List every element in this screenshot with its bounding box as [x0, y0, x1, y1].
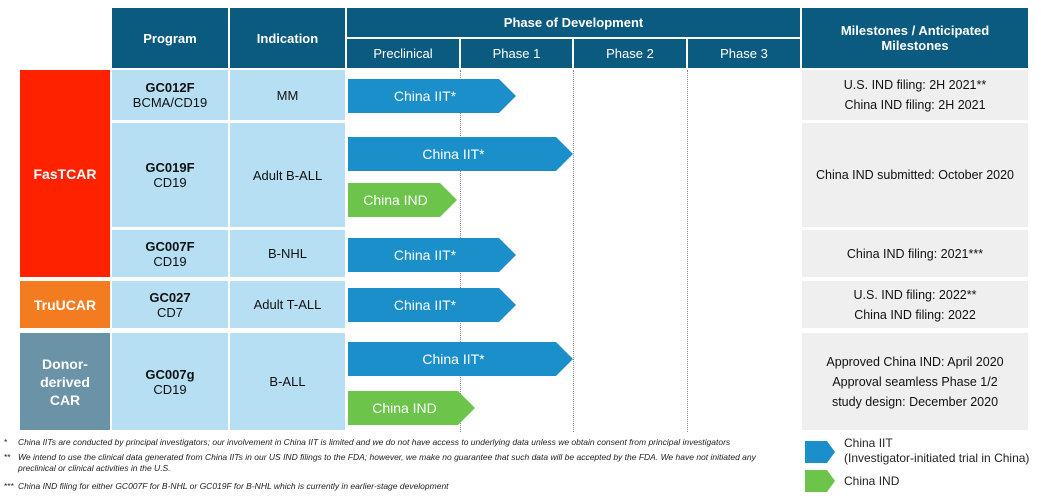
- footnote: *** China IND filing for either GC007F fo…: [4, 481, 449, 491]
- indication-cell: Adult B-ALL: [230, 123, 345, 227]
- milestone-cell: U.S. IND filing: 2022** China IND filing:…: [802, 281, 1028, 328]
- milestone: China IND filing: 2022: [854, 307, 976, 322]
- milestone: Approval seamless Phase 1/2 study design…: [831, 374, 999, 409]
- header-phase: Phase of Development: [347, 8, 800, 37]
- header-indication: Indication: [230, 8, 345, 68]
- program-name: GC007g: [145, 366, 195, 382]
- program-name: GC019F: [145, 160, 195, 175]
- group-donor-derived-car: Donor-derived CAR: [20, 333, 110, 430]
- header-phase2: Phase 2: [574, 39, 686, 68]
- china-iit-arrow: China IIT*: [348, 79, 516, 113]
- legend-iit: China IIT (Investigator-initiated trial i…: [844, 436, 1030, 465]
- header-program: Program: [112, 8, 228, 68]
- program-target: CD7: [156, 304, 183, 320]
- china-ind-arrow: China IND: [348, 391, 475, 425]
- group-trucar: TruUCAR: [20, 281, 110, 328]
- legend-iit-arrow-icon: [805, 441, 835, 463]
- header-milestones: Milestones / Anticipated Milestones: [802, 8, 1028, 68]
- milestone: China IND submitted: October 2020: [815, 168, 1015, 182]
- indication-cell: MM: [230, 70, 345, 120]
- milestone: U.S. IND filing: 2H 2021**: [843, 78, 987, 92]
- program-cell: GC019F CD19: [112, 123, 228, 227]
- milestone: U.S. IND filing: 2022**: [853, 287, 977, 302]
- milestone-cell: Approved China IND: April 2020 Approval s…: [802, 333, 1028, 430]
- china-iit-arrow: China IIT*: [348, 342, 573, 376]
- header-phase1: Phase 1: [461, 39, 572, 68]
- china-iit-arrow: China IIT*: [348, 238, 516, 272]
- china-ind-arrow: China IND: [348, 183, 457, 217]
- header-phase3: Phase 3: [688, 39, 800, 68]
- indication-cell: B-ALL: [230, 333, 345, 430]
- program-name: GC012F: [145, 80, 195, 95]
- china-iit-arrow: China IIT*: [348, 288, 516, 322]
- indication-cell: B-NHL: [230, 230, 345, 277]
- footnote: ** We intend to use the clinical data gen…: [4, 452, 756, 473]
- milestone: China IND filing: 2H 2021: [844, 98, 986, 112]
- program-cell: GC007F CD19: [112, 230, 228, 277]
- program-target: CD19: [153, 175, 187, 190]
- milestone-cell: U.S. IND filing: 2H 2021** China IND fili…: [802, 70, 1028, 120]
- china-iit-arrow: China IIT*: [348, 137, 573, 171]
- milestone-cell: China IND filing: 2021***: [802, 230, 1028, 277]
- group-fastcar: FasTCAR: [20, 70, 110, 277]
- legend-ind: China IND: [844, 474, 900, 488]
- indication-cell: Adult T-ALL: [230, 281, 345, 328]
- program-target: CD19: [153, 381, 187, 397]
- program-target: BCMA/CD19: [132, 95, 208, 110]
- program-cell: GC012F BCMA/CD19: [112, 70, 228, 120]
- milestone: China IND filing: 2021***: [846, 246, 984, 261]
- program-name: GC027: [149, 289, 191, 305]
- header-preclinical: Preclinical: [347, 39, 459, 68]
- milestone: Approved China IND: April 2020: [826, 354, 1004, 369]
- program-cell: GC007g CD19: [112, 333, 228, 430]
- milestone-cell: China IND submitted: October 2020: [802, 123, 1028, 227]
- program-target: CD19: [153, 253, 187, 269]
- legend-ind-arrow-icon: [805, 470, 835, 492]
- footnote: * China IITs are conducted by principal i…: [4, 437, 731, 447]
- program-cell: GC027 CD7: [112, 281, 228, 328]
- program-name: GC007F: [145, 238, 195, 254]
